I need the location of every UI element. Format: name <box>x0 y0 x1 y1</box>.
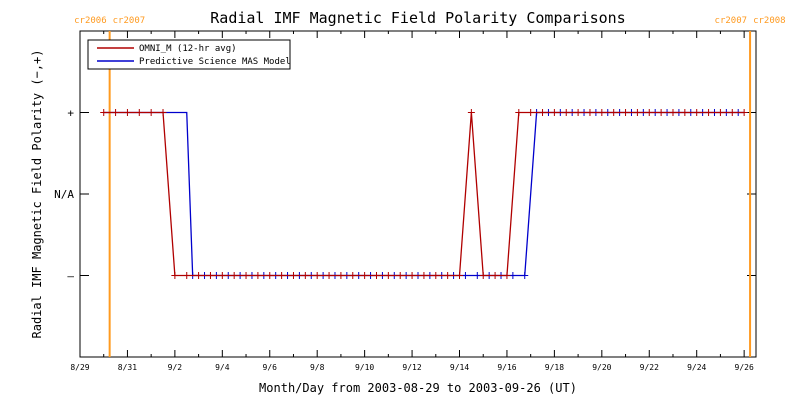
y-axis-label: Radial IMF Magnetic Field Polarity (−,+) <box>30 50 44 339</box>
omni-point <box>420 272 428 279</box>
omni-point <box>337 272 345 279</box>
mas-point <box>461 272 469 279</box>
omni-point <box>278 272 286 279</box>
omni-point <box>527 109 535 116</box>
omni-point <box>218 272 226 279</box>
omni-point <box>100 109 108 116</box>
omni-point <box>183 272 191 279</box>
omni-point <box>479 272 487 279</box>
mas-point <box>509 272 517 279</box>
x-tick-label: 9/10 <box>355 363 374 372</box>
omni-point <box>610 109 618 116</box>
carrington-label-right: cr2007 <box>113 16 146 26</box>
x-tick-label: 9/22 <box>640 363 659 372</box>
omni-point <box>206 272 214 279</box>
x-tick-label: 9/18 <box>545 363 564 372</box>
omni-point <box>195 272 203 279</box>
omni-point <box>372 272 380 279</box>
omni-point <box>147 109 155 116</box>
x-tick-label: 9/2 <box>168 363 183 372</box>
omni-point <box>171 272 179 279</box>
omni-point <box>266 272 274 279</box>
omni-point <box>444 272 452 279</box>
x-axis-label: Month/Day from 2003-08-29 to 2003-09-26 … <box>259 381 577 395</box>
omni-point <box>289 272 297 279</box>
omni-point <box>349 272 357 279</box>
legend-label-omni: OMNI_M (12-hr avg) <box>139 44 237 54</box>
series-line-mas <box>103 111 745 277</box>
x-tick-label: 8/31 <box>118 363 137 372</box>
omni-point <box>598 109 606 116</box>
x-tick-label: 9/16 <box>497 363 516 372</box>
legend-label-mas: Predictive Science MAS Model <box>139 57 291 67</box>
omni-point <box>574 109 582 116</box>
chart-title: Radial IMF Magnetic Field Polarity Compa… <box>210 9 625 27</box>
omni-point <box>586 109 594 116</box>
y-axis-ticks: + N/A – <box>54 107 756 283</box>
carrington-markers: cr2006 cr2007 cr2007 cr2008 <box>74 16 786 357</box>
x-tick-label: 9/4 <box>215 363 230 372</box>
carrington-label-left: cr2007 <box>715 16 748 26</box>
legend: OMNI_M (12-hr avg) Predictive Science MA… <box>87 39 291 70</box>
omni-point <box>681 109 689 116</box>
x-tick-label: 9/14 <box>450 363 469 372</box>
omni-point <box>622 109 630 116</box>
legend-box <box>87 39 291 70</box>
omni-point <box>456 272 464 279</box>
y-tick-label: + <box>67 107 74 120</box>
x-tick-label: 9/24 <box>687 363 706 372</box>
x-tick-label: 8/29 <box>70 363 89 372</box>
omni-point <box>491 272 499 279</box>
mas-point <box>521 272 529 279</box>
omni-point <box>408 272 416 279</box>
carrington-label-left: cr2006 <box>74 16 107 26</box>
omni-point <box>230 272 238 279</box>
omni-point <box>112 109 120 116</box>
omni-point <box>301 272 309 279</box>
x-tick-label: 9/20 <box>592 363 611 372</box>
omni-point <box>135 109 143 116</box>
omni-point <box>716 109 724 116</box>
x-tick-label: 9/26 <box>735 363 754 372</box>
x-axis-ticks: 8/29 8/31 9/2 9/4 9/6 9/8 9/10 9/12 9/14 9/16 9/18… <box>70 31 754 372</box>
omni-point <box>645 109 653 116</box>
omni-point <box>562 109 570 116</box>
mas-point <box>473 272 481 279</box>
x-tick-label: 9/6 <box>263 363 278 372</box>
x-tick-label: 9/8 <box>310 363 325 372</box>
omni-point <box>705 109 713 116</box>
omni-point <box>550 109 558 116</box>
omni-point <box>361 272 369 279</box>
omni-point <box>159 109 167 116</box>
omni-point <box>669 109 677 116</box>
omni-point <box>539 109 547 116</box>
omni-point <box>123 109 131 116</box>
omni-point <box>740 109 748 116</box>
omni-point <box>432 272 440 279</box>
y-tick-label: – <box>67 270 74 283</box>
omni-point <box>313 272 321 279</box>
series-group <box>100 109 748 279</box>
omni-point <box>254 272 262 279</box>
omni-point <box>693 109 701 116</box>
series-line-omni <box>103 111 745 277</box>
omni-point <box>384 272 392 279</box>
omni-point <box>515 109 523 116</box>
omni-point <box>467 109 475 116</box>
y-tick-label: N/A <box>54 188 74 201</box>
omni-point <box>325 272 333 279</box>
omni-point <box>633 109 641 116</box>
omni-point <box>728 109 736 116</box>
omni-point <box>503 272 511 279</box>
omni-point <box>657 109 665 116</box>
carrington-label-right: cr2008 <box>753 16 786 26</box>
omni-point <box>396 272 404 279</box>
x-tick-label: 9/12 <box>402 363 421 372</box>
plot-frame <box>79 30 757 358</box>
omni-point <box>242 272 250 279</box>
